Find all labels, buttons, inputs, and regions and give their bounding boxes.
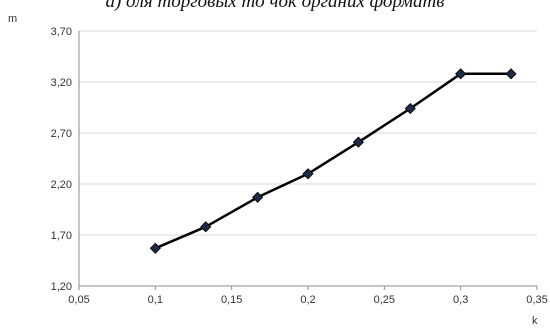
data-point-marker: [404, 102, 416, 115]
x-tick-label: 0,05: [68, 294, 89, 306]
y-tick-label: 2,70: [51, 128, 72, 140]
data-point-marker: [505, 68, 517, 80]
data-point-marker: [149, 242, 161, 254]
label-layer: m k: [8, 13, 538, 327]
y-tick-label: 1,70: [51, 230, 72, 242]
data-point-marker: [352, 136, 364, 148]
data-point-marker: [455, 68, 467, 80]
x-axis-label: k: [532, 315, 538, 327]
y-tick-label: 3,20: [51, 77, 72, 89]
y-tick-label: 3,70: [51, 26, 72, 38]
series-line: [154, 72, 511, 250]
chart-title: а) для торговых то чок органих форматв: [105, 0, 445, 12]
data-point-marker: [302, 168, 314, 180]
series-layer: [149, 68, 517, 254]
grid-layer: [79, 30, 537, 287]
x-tick-label: 0,35: [526, 294, 547, 306]
y-axis-label: m: [8, 13, 17, 25]
x-tick-label: 0,1: [148, 294, 163, 306]
axis-layer: 1,20 1,70 2,20 2,70 3,20 3,70 0,05 0,1 0,15 0,2 0,…: [51, 26, 548, 306]
data-point-marker: [252, 191, 264, 203]
x-tick-label: 0,25: [374, 294, 395, 306]
x-tick-label: 0,2: [300, 294, 315, 306]
x-tick-label: 0,15: [221, 294, 242, 306]
x-tick-label: 0,3: [453, 294, 468, 306]
y-tick-label: 1,20: [51, 281, 72, 293]
y-tick-label: 2,20: [51, 179, 72, 191]
data-point-marker: [200, 221, 212, 233]
